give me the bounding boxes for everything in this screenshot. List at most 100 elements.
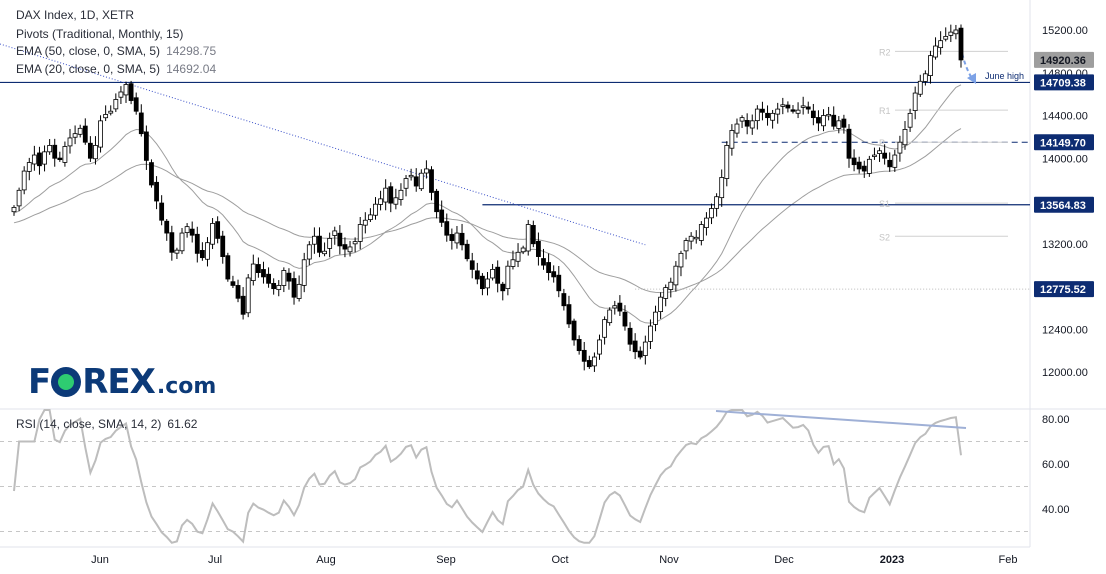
candle [831, 106, 837, 130]
candle [770, 109, 776, 129]
candle-body [887, 159, 893, 168]
candle [836, 116, 842, 134]
candle-body [189, 228, 195, 236]
candle-body [831, 114, 837, 127]
candle [220, 230, 226, 264]
candle-body [469, 260, 475, 270]
candle-body [648, 325, 653, 342]
candle [933, 37, 938, 60]
candle [866, 155, 872, 177]
candle [877, 147, 882, 162]
candle-body [525, 224, 531, 252]
candle-body [892, 154, 898, 168]
candle [82, 118, 88, 145]
candle-body [322, 250, 327, 255]
candle [663, 284, 669, 307]
candle [724, 141, 730, 187]
candle-body [230, 281, 236, 286]
candle [917, 74, 923, 97]
candle [551, 265, 557, 283]
logo-letters-rex: REX [82, 362, 156, 402]
candle-body [739, 117, 745, 122]
candle [495, 260, 501, 293]
candle [113, 93, 119, 113]
ema20-line [13, 84, 962, 324]
price-tick-label: 15200.00 [1042, 25, 1088, 37]
candle-body [581, 349, 587, 362]
candle-body [617, 302, 623, 312]
candle-body [281, 270, 287, 286]
candle-body [37, 152, 42, 167]
candle-body [510, 259, 516, 267]
candle-body [485, 278, 490, 289]
ema50-value: 14298.75 [166, 44, 217, 58]
candle [26, 157, 32, 181]
candle-body [566, 304, 572, 325]
candle [749, 114, 755, 135]
candle [851, 149, 857, 172]
candle [118, 86, 124, 104]
candle-body [515, 251, 521, 262]
candle [138, 104, 144, 137]
candle-body [586, 360, 592, 368]
candle [393, 188, 399, 210]
rsi-line [13, 409, 962, 544]
candle-body [765, 112, 770, 119]
candle [561, 288, 567, 311]
candle-body [882, 152, 888, 159]
candle-body [760, 108, 765, 113]
candle-body [133, 97, 139, 112]
ema20-label: EMA (20, close, 0, SMA, 5) [16, 62, 161, 76]
candle [357, 216, 363, 250]
candle-body [383, 187, 389, 203]
candle [77, 124, 83, 138]
candle-body [938, 40, 944, 49]
candle [480, 273, 485, 296]
chart-title-text: DAX Index, 1D, XETR [16, 8, 135, 22]
candle-body [602, 319, 608, 338]
candle [215, 216, 221, 244]
candle-body [658, 296, 664, 312]
candle [459, 223, 465, 251]
candle [943, 27, 949, 42]
candle [47, 139, 53, 155]
candle-body [93, 145, 98, 160]
candle [205, 237, 210, 267]
candle [108, 105, 114, 116]
candle-body [505, 265, 511, 290]
candle-body [780, 104, 786, 107]
candle-body [500, 283, 506, 292]
candle [429, 166, 434, 201]
candle [897, 135, 903, 162]
rsi-legend: RSI (14, close, SMA, 14, 2) 61.62 [16, 417, 197, 431]
rsi-value: 61.62 [167, 417, 198, 431]
candle [958, 24, 964, 68]
candle [515, 243, 521, 268]
candle-body [266, 273, 271, 284]
candle [388, 182, 394, 213]
candle-body [653, 311, 658, 325]
candle [62, 141, 68, 167]
candle-body [709, 208, 714, 219]
ema50-line [13, 128, 962, 294]
candle-body [592, 356, 597, 367]
candle-body [261, 269, 266, 278]
candle-body [388, 186, 394, 204]
candle-body [123, 84, 129, 96]
candle [179, 227, 185, 255]
candle-body [846, 128, 852, 159]
candle-body [184, 226, 190, 234]
candle-body [693, 236, 699, 240]
candle-body [688, 235, 694, 242]
ema50-label: EMA (50, close, 0, SMA, 5) [16, 44, 161, 58]
candle [607, 307, 613, 326]
candle-body [118, 91, 124, 98]
candle [546, 253, 551, 281]
candle-body [11, 207, 17, 213]
candle [928, 50, 933, 84]
candle-body [205, 242, 210, 260]
rsi-tick-label: 60.00 [1042, 459, 1070, 471]
candle [765, 105, 770, 126]
logo-letter-f: F [28, 362, 51, 402]
